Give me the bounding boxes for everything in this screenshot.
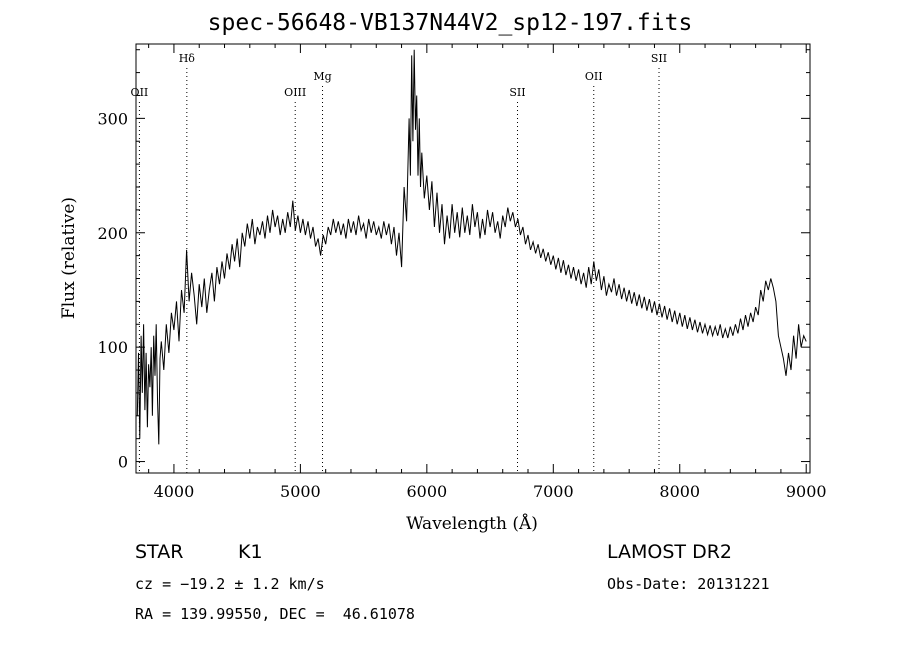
emission-line-label: Hδ [179,52,196,65]
emission-lines-layer: OII Hδ OIII Mg SII OII SII [131,52,667,473]
emission-line-label: OII [131,86,149,99]
subclass-label: K1 [238,541,263,563]
emission-line-label: SII [509,86,525,99]
plot-layer [136,49,807,445]
emission-line-label: Mg [313,70,331,83]
x-tick-label: 6000 [406,482,447,501]
x-tick-label: 4000 [154,482,195,501]
chart-title: spec-56648-VB137N44V2_sp12-197.fits [207,10,693,36]
redshift-text: cz = −19.2 ± 1.2 km/s [135,575,325,593]
y-tick-label: 300 [97,109,128,128]
obs-date-text: Obs-Date: 20131221 [607,575,770,593]
x-tick-label: 7000 [533,482,574,501]
x-tick-label: 9000 [786,482,827,501]
plot-frame [135,43,811,474]
radec-text: RA = 139.99550, DEC = 46.61078 [135,605,415,623]
spectrum-line [136,49,807,445]
axes-layer: 4000 5000 6000 7000 8000 9000 0 100 200 300 [97,43,827,501]
emission-line-label: OIII [284,86,306,99]
x-tick-label: 5000 [280,482,321,501]
x-tick-label: 8000 [659,482,700,501]
y-tick-label: 0 [118,453,128,472]
y-tick-label: 200 [97,224,128,243]
class-label: STAR [135,541,184,563]
emission-line-label: OII [585,70,603,83]
y-tick-label: 100 [97,338,128,357]
emission-line-label: SII [651,52,667,65]
survey-label: LAMOST DR2 [607,541,732,563]
y-axis-label: Flux (relative) [59,197,79,319]
x-axis-label: Wavelength (Å) [406,513,538,534]
